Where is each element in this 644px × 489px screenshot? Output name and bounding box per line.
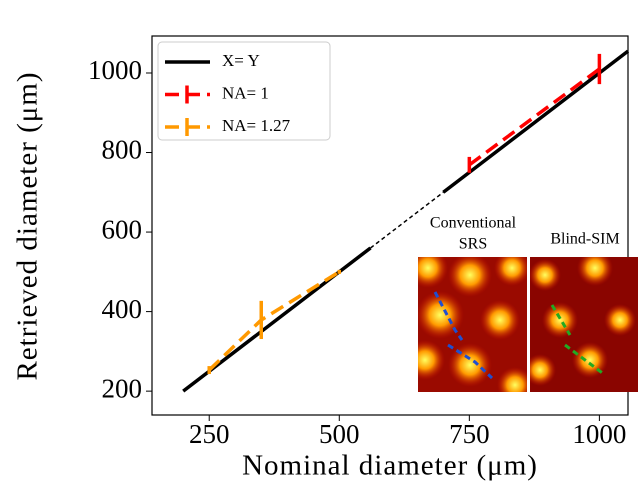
blob (408, 248, 448, 288)
inset-label: Blind-SIM (550, 231, 619, 248)
inset-images: Conventional SRS Blind-SIM (405, 215, 638, 403)
y-tick-label: 600 (102, 214, 143, 244)
y-tick-label: 800 (102, 135, 143, 165)
blob (542, 302, 578, 338)
inset-label: SRS (459, 236, 487, 253)
chart: Conventional SRS Blind-SIM Nominal diame… (0, 0, 644, 489)
legend-label: NA= 1 (222, 83, 269, 102)
blob (604, 304, 636, 336)
legend-label: X= Y (222, 51, 260, 70)
inset-blind-sim (524, 250, 638, 392)
y-tick-label: 200 (102, 373, 143, 403)
blob (448, 253, 492, 297)
blob (529, 259, 561, 291)
y-tick-label: 1000 (88, 55, 142, 85)
blob (448, 343, 492, 387)
blob (577, 250, 613, 286)
x-tick-label: 1000 (572, 419, 626, 449)
x-tick-label: 750 (449, 419, 490, 449)
y-axis-label: Retrieved diameter (μm) (12, 71, 44, 380)
blob (494, 250, 530, 286)
inset-label: Conventional (430, 215, 517, 232)
x-axis-label: Nominal diameter (μm) (242, 450, 538, 482)
blob (524, 354, 556, 386)
x-tick-label: 250 (189, 419, 230, 449)
inset-conventional (405, 248, 533, 403)
blob (480, 300, 520, 340)
x-tick-label: 500 (319, 419, 360, 449)
series-line (469, 69, 599, 165)
legend-label: NA= 1.27 (222, 116, 291, 135)
blob (572, 342, 608, 378)
blob (405, 340, 445, 380)
y-tick-label: 400 (102, 294, 143, 324)
blob (497, 367, 533, 403)
